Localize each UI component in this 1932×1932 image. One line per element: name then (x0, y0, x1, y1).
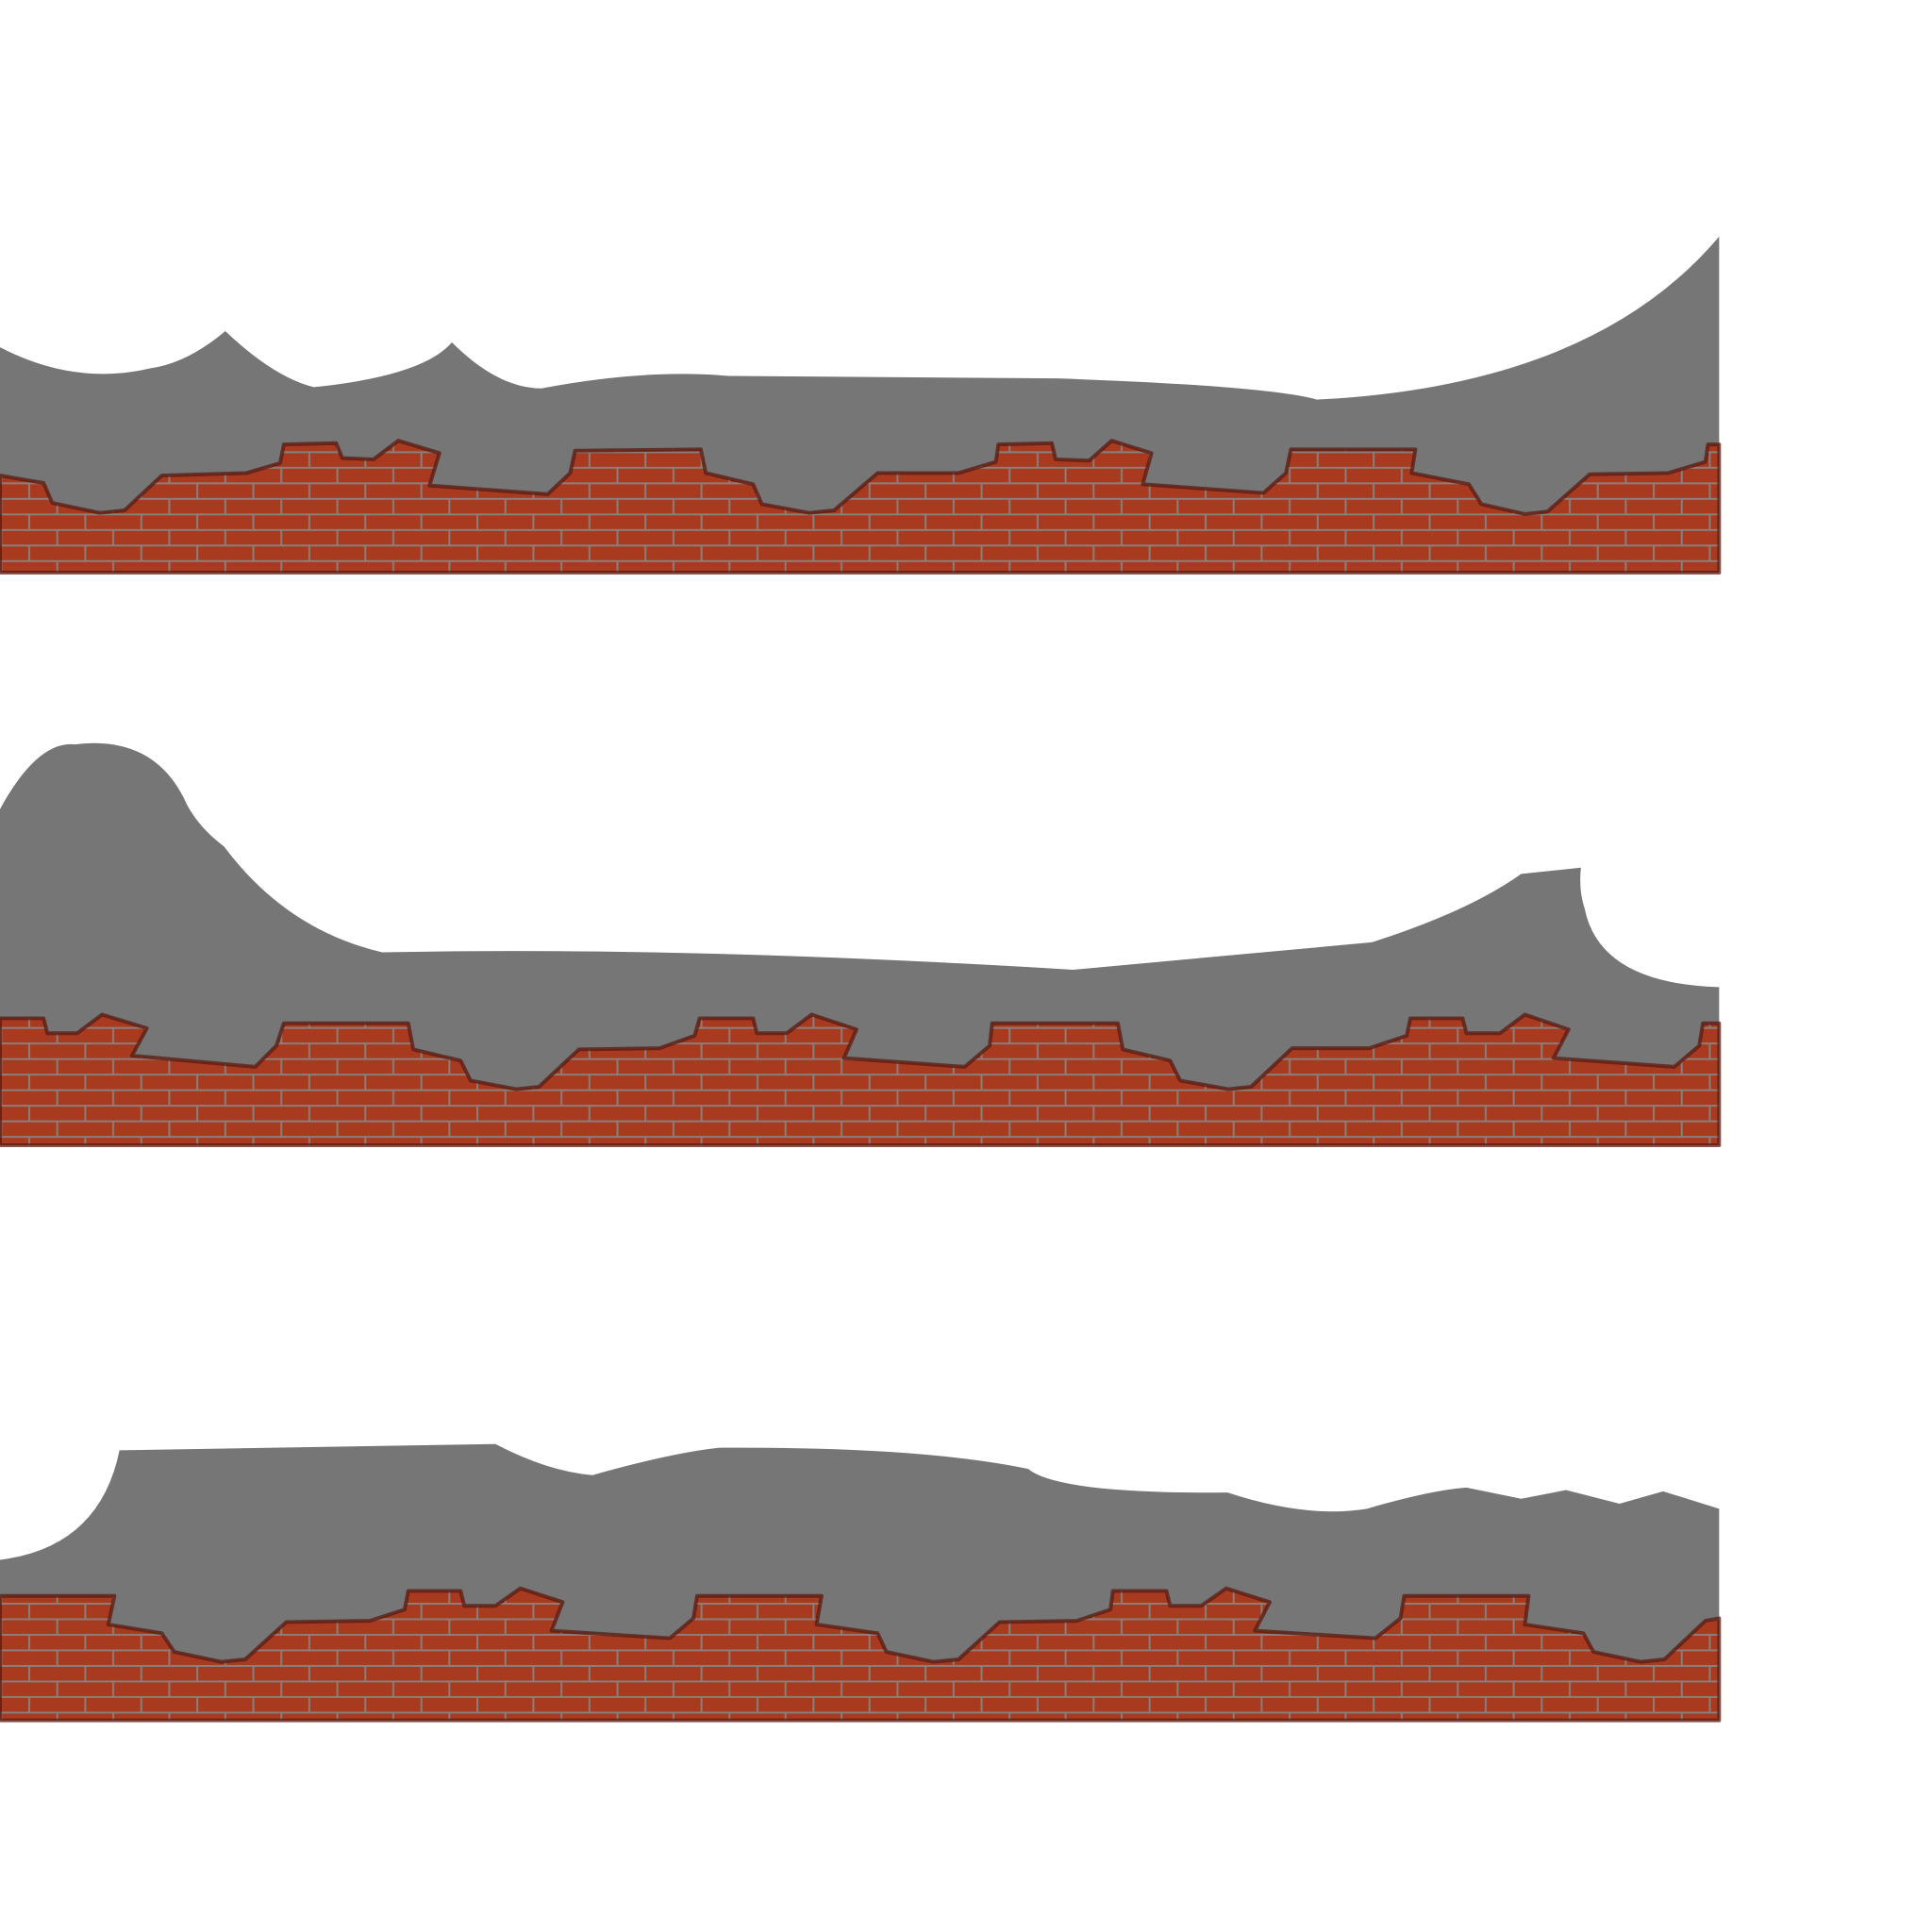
brick-wall (0, 439, 1722, 575)
wall-strip-2 (0, 742, 1722, 1147)
brick-wall (0, 1586, 1722, 1723)
brick-wall (0, 1012, 1722, 1147)
rock (0, 742, 1720, 1096)
wall-strip-3 (0, 1443, 1722, 1723)
wall-strip-1 (0, 236, 1722, 575)
